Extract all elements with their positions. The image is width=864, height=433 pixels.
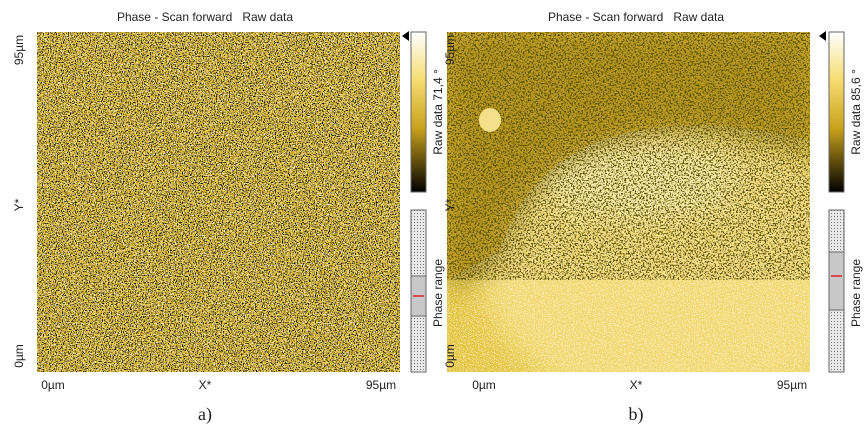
y-axis-label: Y*: [443, 198, 457, 211]
panel-title: Phase - Scan forward Raw data: [117, 10, 293, 24]
colorbar-label: Raw data 85,6 °: [849, 69, 863, 155]
colorbar-label: Raw data 71,4 °: [431, 69, 445, 155]
phase-image: [37, 32, 400, 372]
x-right-label: 95µm: [366, 378, 396, 392]
x-axis-label: X*: [630, 378, 643, 392]
marker: [819, 31, 826, 41]
panel-a: Phase - Scan forward Raw data 95µm Y* 0µ…: [12, 10, 445, 425]
y-bottom-label: 0µm: [12, 344, 26, 368]
panel-b: Phase - Scan forward Raw data 95µm Y* 0µ…: [443, 10, 863, 425]
colorbar: [410, 31, 427, 193]
range-label: Phase range: [849, 259, 863, 327]
x-right-label: 95µm: [777, 378, 807, 392]
range-window: [828, 251, 845, 311]
x-left-label: 0µm: [41, 378, 65, 392]
panel-title: Phase - Scan forward Raw data: [548, 10, 724, 24]
y-top-label: 95µm: [12, 35, 26, 65]
colorbar: [828, 31, 845, 193]
caption: a): [198, 404, 212, 425]
x-left-label: 0µm: [472, 378, 496, 392]
y-axis-label: Y*: [12, 198, 26, 211]
caption: b): [629, 404, 644, 425]
marker: [402, 31, 409, 41]
y-top-label: 95µm: [443, 35, 457, 65]
range-label: Phase range: [431, 259, 445, 327]
phase-image: [447, 32, 810, 372]
x-axis-label: X*: [199, 378, 212, 392]
y-bottom-label: 0µm: [443, 344, 457, 368]
